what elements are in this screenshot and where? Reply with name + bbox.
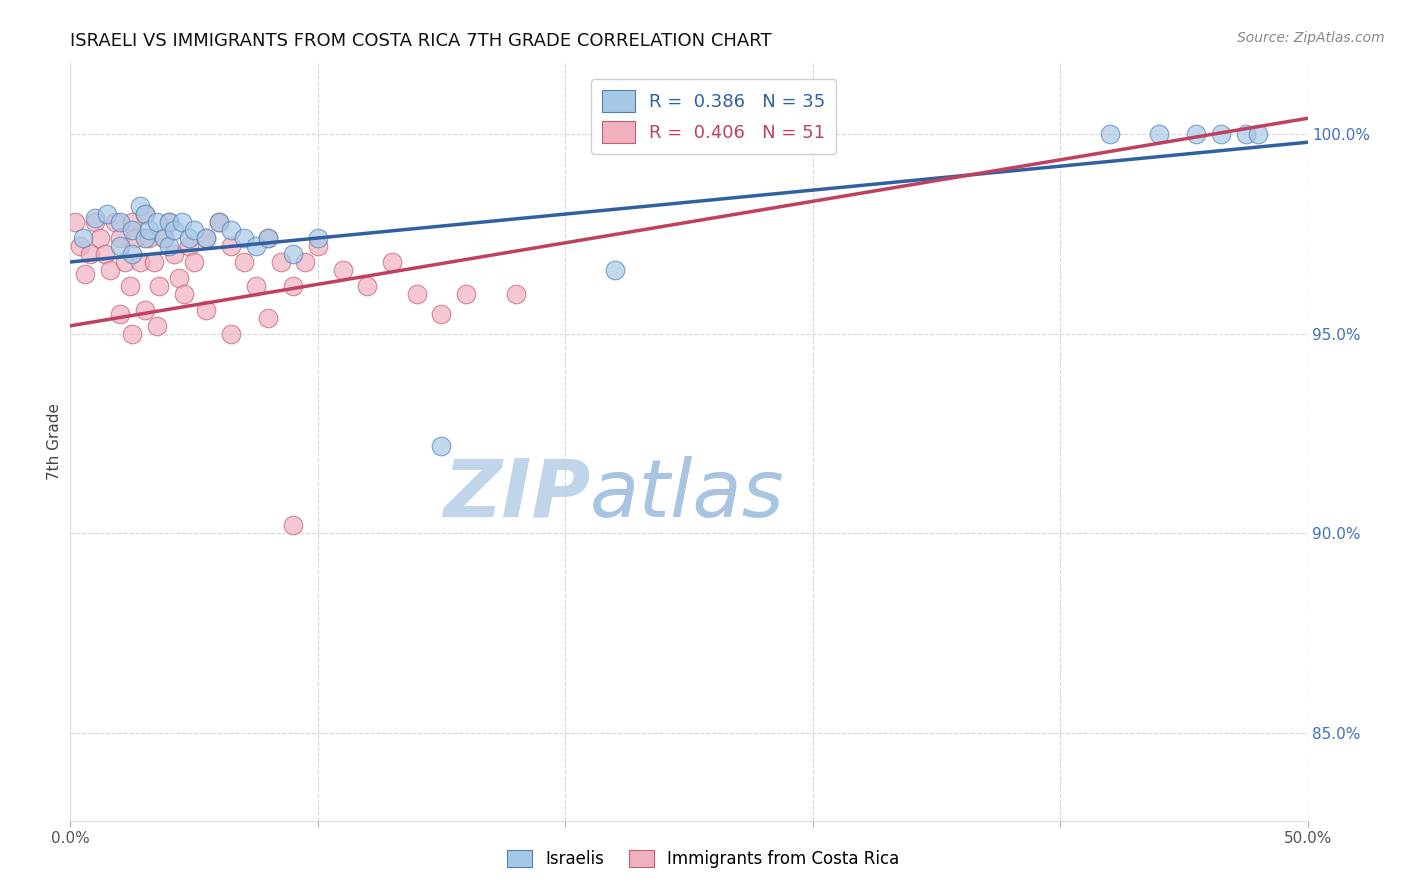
Point xyxy=(65,215,87,229)
Text: Source: ZipAtlas.com: Source: ZipAtlas.com xyxy=(1237,31,1385,45)
Point xyxy=(430,438,453,452)
Point xyxy=(381,255,404,269)
Point xyxy=(121,223,143,237)
Point xyxy=(183,223,205,237)
Point xyxy=(281,279,304,293)
Point xyxy=(307,231,329,245)
Point xyxy=(405,286,427,301)
Point xyxy=(167,271,190,285)
Point xyxy=(257,231,280,245)
Point xyxy=(96,207,118,221)
Point xyxy=(232,255,254,269)
Point xyxy=(294,255,316,269)
Point xyxy=(245,239,267,253)
Point xyxy=(121,326,143,341)
Legend: Israelis, Immigrants from Costa Rica: Israelis, Immigrants from Costa Rica xyxy=(501,843,905,875)
Point xyxy=(146,215,169,229)
Point xyxy=(118,279,141,293)
Point xyxy=(219,223,242,237)
Point xyxy=(157,215,180,229)
Point xyxy=(232,231,254,245)
Point xyxy=(134,207,156,221)
Point xyxy=(128,199,150,213)
Point xyxy=(98,263,121,277)
Point xyxy=(270,255,292,269)
Point xyxy=(75,267,97,281)
Point xyxy=(108,239,131,253)
Point xyxy=(219,326,242,341)
Point xyxy=(173,286,195,301)
Point xyxy=(143,255,166,269)
Point xyxy=(72,231,94,245)
Point xyxy=(153,231,176,245)
Legend: R =  0.386   N = 35, R =  0.406   N = 51: R = 0.386 N = 35, R = 0.406 N = 51 xyxy=(592,79,837,153)
Point xyxy=(134,231,156,245)
Point xyxy=(84,215,107,229)
Point xyxy=(1098,128,1121,142)
Point xyxy=(430,307,453,321)
Point xyxy=(505,286,527,301)
Point xyxy=(208,215,231,229)
Point xyxy=(104,215,127,229)
Point xyxy=(108,215,131,229)
Point xyxy=(356,279,378,293)
Point xyxy=(1209,128,1232,142)
Point xyxy=(153,231,176,245)
Point xyxy=(108,231,131,245)
Point xyxy=(89,231,111,245)
Point xyxy=(146,318,169,333)
Point xyxy=(1185,128,1208,142)
Point xyxy=(195,231,218,245)
Point xyxy=(121,215,143,229)
Point xyxy=(121,247,143,261)
Point xyxy=(138,223,160,237)
Point xyxy=(163,223,186,237)
Point xyxy=(157,215,180,229)
Point xyxy=(134,207,156,221)
Point xyxy=(603,263,626,277)
Point xyxy=(108,307,131,321)
Point xyxy=(257,231,280,245)
Point xyxy=(281,247,304,261)
Point xyxy=(157,239,180,253)
Point xyxy=(94,247,117,261)
Point xyxy=(124,231,146,245)
Point xyxy=(138,231,160,245)
Point xyxy=(69,239,91,253)
Point xyxy=(114,255,136,269)
Point xyxy=(257,310,280,325)
Point xyxy=(1247,128,1270,142)
Point xyxy=(219,239,242,253)
Point xyxy=(332,263,354,277)
Point xyxy=(195,231,218,245)
Point xyxy=(177,239,200,253)
Point xyxy=(177,231,200,245)
Text: ISRAELI VS IMMIGRANTS FROM COSTA RICA 7TH GRADE CORRELATION CHART: ISRAELI VS IMMIGRANTS FROM COSTA RICA 7T… xyxy=(70,32,772,50)
Point xyxy=(163,247,186,261)
Point xyxy=(245,279,267,293)
Point xyxy=(128,255,150,269)
Point xyxy=(148,279,170,293)
Point xyxy=(456,286,478,301)
Point xyxy=(281,518,304,533)
Point xyxy=(208,215,231,229)
Text: atlas: atlas xyxy=(591,456,785,533)
Point xyxy=(307,239,329,253)
Point xyxy=(134,302,156,317)
Y-axis label: 7th Grade: 7th Grade xyxy=(46,403,62,480)
Point xyxy=(1234,128,1257,142)
Point xyxy=(84,211,107,225)
Point xyxy=(183,255,205,269)
Point xyxy=(1147,128,1170,142)
Point xyxy=(170,215,193,229)
Point xyxy=(195,302,218,317)
Text: ZIP: ZIP xyxy=(443,456,591,533)
Point xyxy=(79,247,101,261)
